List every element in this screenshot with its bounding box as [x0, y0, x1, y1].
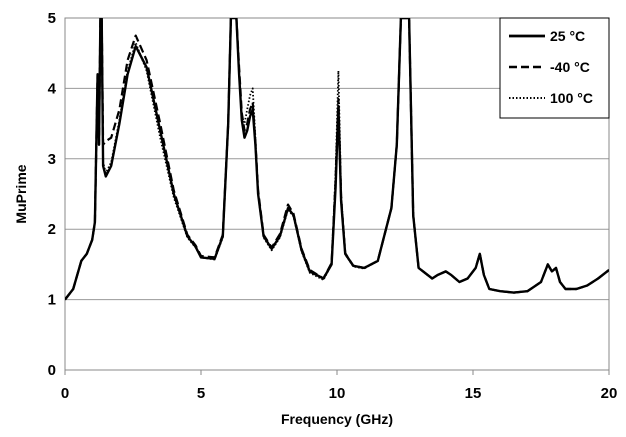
y-tick-label: 3: [48, 151, 56, 168]
legend-label: -40 °C: [550, 59, 590, 75]
x-tick-label: 10: [329, 385, 346, 402]
legend-label: 100 °C: [550, 90, 593, 106]
y-tick-label: 2: [48, 221, 56, 238]
legend-label: 25 °C: [550, 28, 585, 44]
x-tick-label: 15: [465, 385, 482, 402]
y-tick-label: 0: [48, 362, 56, 379]
x-tick-label: 5: [197, 385, 205, 402]
y-tick-label: 1: [48, 292, 56, 309]
x-axis-title: Frequency (GHz): [281, 411, 393, 427]
y-tick-label: 5: [48, 10, 56, 27]
x-tick-label: 0: [61, 385, 69, 402]
x-tick-label: 20: [601, 385, 618, 402]
y-tick-label: 4: [48, 80, 57, 97]
series-line-solid: [65, 18, 609, 301]
legend: 25 °C -40 °C 100 °C: [499, 17, 610, 119]
axes: 0 1 2 3 4 5 0 5 10 15 20: [48, 10, 618, 402]
series-lines: [65, 18, 609, 301]
y-axis-title: MuPrime: [13, 164, 29, 223]
